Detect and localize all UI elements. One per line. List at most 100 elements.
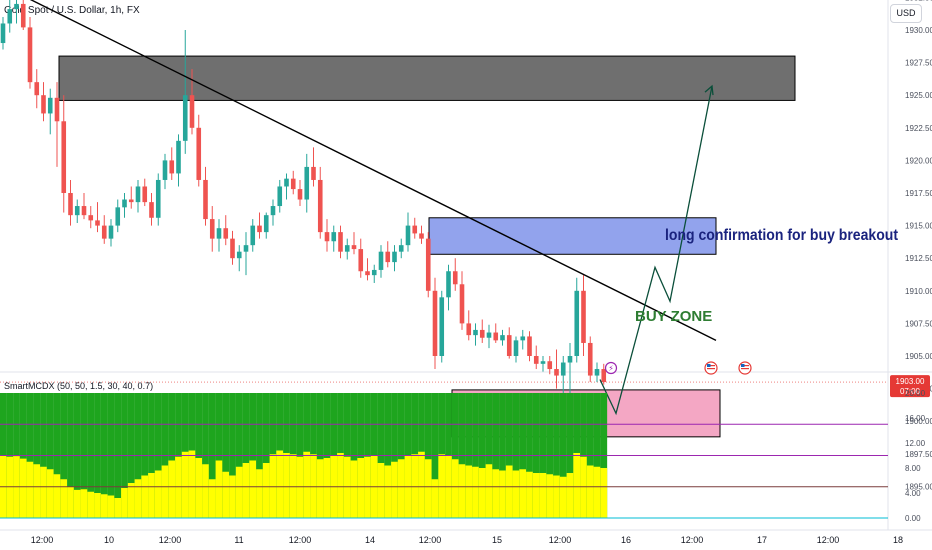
indicator-bar-yellow — [296, 456, 304, 518]
time-tick-label: 12:00 — [289, 535, 312, 545]
candle-body — [513, 340, 519, 356]
candle-body — [365, 271, 370, 276]
candle-body — [432, 290, 438, 356]
time-tick-label: 12:00 — [31, 535, 54, 545]
candle-body — [594, 369, 600, 376]
candle-body — [331, 232, 337, 242]
indicator-bar-yellow — [161, 465, 169, 518]
candle-body — [189, 95, 195, 128]
indicator-bar-yellow — [269, 454, 277, 518]
time-tick-label: 12:00 — [681, 535, 704, 545]
breakout-note: long confirmation for buy breakout — [665, 227, 899, 244]
indicator-bar-yellow — [431, 479, 439, 518]
candle-body — [7, 9, 13, 24]
indicator-bar-yellow — [154, 470, 162, 518]
indicator-bar-yellow — [451, 459, 459, 518]
candle-body — [358, 249, 364, 272]
candle-body — [176, 140, 181, 174]
time-tick-label: 18 — [893, 535, 903, 545]
candle-body — [439, 297, 445, 356]
indicator-bar-yellow — [46, 469, 54, 518]
indicator-bar-yellow — [519, 469, 527, 518]
candle-body — [54, 97, 60, 122]
candle-body — [533, 356, 539, 364]
candle-body — [236, 251, 242, 259]
candle-body — [20, 3, 26, 28]
indicator-bar-yellow — [188, 450, 196, 518]
candle-body — [203, 179, 208, 220]
candle-body — [155, 179, 161, 218]
indicator-bar-yellow — [175, 456, 182, 518]
indicator-bar-yellow — [553, 475, 560, 518]
candle-body — [506, 335, 512, 356]
flag-stripe-icon — [707, 365, 715, 367]
candle-body — [122, 199, 127, 208]
flag-stripe-icon — [741, 365, 749, 367]
flag-canton-icon — [741, 364, 745, 367]
lightning-event-icon[interactable] — [604, 361, 618, 375]
currency-badge[interactable]: USD — [890, 4, 922, 23]
candle-body — [47, 97, 53, 114]
arrow-head-icon — [704, 84, 714, 96]
indicator-bar-yellow — [343, 456, 351, 518]
indicator-bar-yellow — [391, 461, 398, 518]
candle-body — [574, 290, 580, 356]
indicator-bar-yellow — [26, 461, 34, 518]
indicator-bar-yellow — [19, 458, 27, 518]
indicator-bar-yellow — [87, 491, 95, 518]
indicator-bar-yellow — [303, 451, 311, 518]
time-tick-label: 12:00 — [419, 535, 442, 545]
indicator-bar-yellow — [478, 468, 486, 518]
resistance-zone — [58, 55, 796, 101]
indicator-bar-yellow — [229, 475, 236, 518]
candle-body — [149, 202, 154, 218]
indicator-bar-yellow — [492, 469, 500, 518]
candle-body — [250, 225, 256, 246]
time-tick-label: 11 — [234, 535, 243, 545]
indicator-bar-yellow — [235, 466, 243, 518]
candle-body — [142, 186, 148, 203]
supply-zone — [428, 217, 717, 255]
indicator-bar-yellow — [60, 479, 68, 518]
candle-body — [479, 329, 485, 338]
price-tick-label: 1905.00 — [905, 352, 932, 361]
time-tick-label: 14 — [365, 535, 375, 545]
candle-body — [466, 323, 472, 336]
indicator-bar-yellow — [67, 486, 74, 518]
indicator-bar-yellow — [276, 450, 284, 518]
candle-body — [263, 215, 269, 233]
indicator-bar-yellow — [526, 471, 533, 518]
price-tick-label: 1925.00 — [905, 91, 932, 100]
indicator-bar-yellow — [168, 460, 176, 518]
current-price-tag — [890, 375, 930, 398]
indicator-bar-yellow — [472, 466, 479, 518]
candle-body — [398, 245, 404, 252]
price-tick-label: 1907.50 — [905, 319, 932, 328]
flag-stripe-icon — [741, 368, 749, 370]
candle-body — [81, 206, 87, 216]
indicator-bar-yellow — [107, 495, 115, 518]
time-tick-label: 16 — [621, 535, 631, 545]
indicator-bar-yellow — [262, 463, 270, 518]
chart-title: Gold Spot / U.S. Dollar, 1h, FX — [4, 5, 140, 16]
candle-body — [344, 245, 350, 252]
indicator-bar-yellow — [364, 456, 371, 518]
candle-body — [162, 160, 168, 180]
indicator-bar-yellow — [559, 476, 567, 518]
indicator-bar-yellow — [40, 466, 47, 518]
indicator-title: SmartMCDX (50, 50, 1.5, 30, 40, 0.7) — [4, 381, 154, 391]
candle-body — [419, 233, 424, 239]
candle-body — [88, 215, 94, 221]
indicator-bar-yellow — [249, 460, 257, 518]
candle-body — [27, 27, 33, 83]
indicator-bar-yellow — [377, 463, 385, 518]
indicator-bar-yellow — [181, 451, 189, 518]
candle-body — [554, 369, 559, 376]
indicator-bar-yellow — [350, 460, 358, 518]
indicator-bar-yellow — [80, 489, 88, 518]
candle-body — [486, 332, 492, 338]
indicator-bar-yellow — [100, 494, 108, 518]
candle-body — [581, 290, 586, 343]
current-price-countdown: 07:00 — [900, 387, 921, 396]
